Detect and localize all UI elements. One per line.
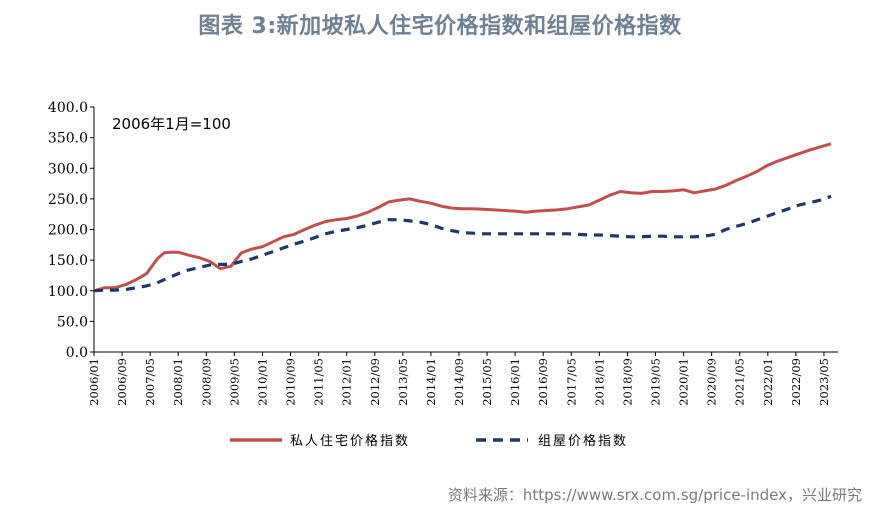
- legend-label-private: 私人住宅价格指数: [290, 433, 410, 449]
- x-tick-label: 2008/01: [171, 358, 185, 406]
- x-tick-label: 2009/05: [227, 358, 241, 406]
- x-tick-label: 2020/09: [705, 358, 719, 406]
- series-line-private: [93, 142, 832, 293]
- y-tick-label: 50.0: [57, 314, 88, 330]
- chart-title: 图表 3:新加坡私人住宅价格指数和组屋价格指数: [198, 14, 682, 39]
- chart-series: [93, 142, 832, 293]
- x-tick-label: 2012/09: [368, 358, 382, 406]
- y-tick-label: 150.0: [48, 253, 88, 269]
- x-tick-label: 2008/09: [199, 358, 213, 406]
- series-line-hdb: [93, 194, 832, 293]
- x-tick-label: 2018/09: [620, 358, 634, 406]
- x-tick-label: 2022/09: [789, 358, 803, 406]
- x-tick-label: 2007/05: [143, 358, 157, 406]
- x-tick-label: 2021/05: [733, 358, 747, 406]
- x-tick-label: 2017/05: [564, 358, 578, 406]
- y-tick-label: 200.0: [48, 223, 88, 239]
- x-tick-label: 2010/09: [284, 358, 298, 406]
- y-tick-label: 250.0: [48, 192, 88, 208]
- y-tick-label: 350.0: [48, 131, 88, 147]
- x-tick-label: 2006/01: [87, 358, 101, 406]
- x-tick-label: 2016/01: [508, 358, 522, 406]
- x-tick-label: 2014/09: [452, 358, 466, 406]
- x-tick-label: 2013/05: [396, 358, 410, 406]
- y-tick-label: 300.0: [48, 161, 88, 177]
- x-tick-label: 2010/01: [255, 358, 269, 406]
- x-tick-label: 2015/05: [480, 358, 494, 406]
- x-tick-label: 2022/01: [761, 358, 775, 406]
- source-note: 资料来源：https://www.srx.com.sg/price-index，…: [447, 486, 862, 504]
- y-tick-label: 0.0: [66, 345, 88, 361]
- x-tick-label: 2018/01: [592, 358, 606, 406]
- x-tick-label: 2012/01: [340, 358, 354, 406]
- legend-label-hdb: 组屋价格指数: [538, 433, 628, 449]
- base-annotation: 2006年1月=100: [112, 115, 231, 133]
- x-tick-label: 2023/05: [817, 358, 831, 406]
- y-tick-label: 100.0: [48, 284, 88, 300]
- chart-axes: 0.0 50.0 100.0 150.0 200.0 250.0 300.0 350.0 400…: [48, 100, 838, 406]
- x-tick-label: 2016/09: [536, 358, 550, 406]
- y-tick-label: 400.0: [48, 100, 88, 116]
- x-tick-label: 2020/01: [677, 358, 691, 406]
- x-tick-label: 2019/05: [649, 358, 663, 406]
- legend: 私人住宅价格指数 组屋价格指数: [230, 433, 628, 449]
- x-tick-label: 2011/05: [312, 358, 326, 406]
- x-tick-label: 2006/09: [115, 358, 129, 406]
- x-tick-label: 2014/01: [424, 358, 438, 406]
